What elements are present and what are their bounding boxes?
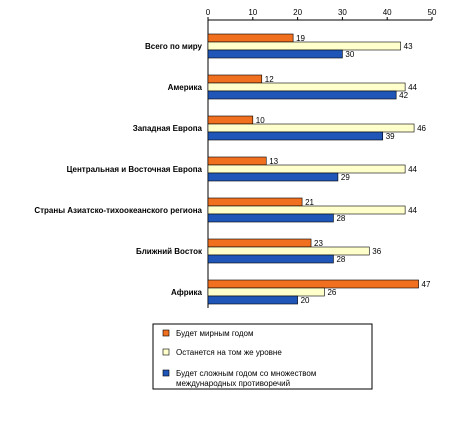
bar <box>207 287 325 297</box>
x-tick-label: 10 <box>248 8 257 17</box>
data-label: 44 <box>408 165 417 174</box>
legend-swatch <box>162 329 170 337</box>
data-label: 30 <box>345 50 354 59</box>
category-label: Страны Азиатско-тихоокеанского региона <box>34 206 202 215</box>
bar <box>207 41 401 51</box>
bar <box>207 115 254 125</box>
bar <box>207 254 334 264</box>
category-label: Западная Европа <box>133 124 203 133</box>
category-label: Центральная и Восточная Европа <box>67 165 203 174</box>
bar <box>207 156 267 166</box>
data-label: 46 <box>417 124 426 133</box>
data-label: 36 <box>372 247 381 256</box>
bar <box>207 82 406 92</box>
data-label: 39 <box>386 132 395 141</box>
bar <box>207 279 419 289</box>
legend: Будет мирным годом Останется на том же ур… <box>152 323 373 390</box>
data-label: 23 <box>314 239 323 248</box>
legend-label: международных противоречий <box>176 379 290 388</box>
x-tick-label: 0 <box>206 8 211 17</box>
bar <box>207 172 339 182</box>
data-label: 44 <box>408 83 417 92</box>
bar <box>207 238 312 248</box>
data-label: 20 <box>301 296 310 305</box>
legend-label: Будет сложным годом со множеством <box>176 369 316 378</box>
category-label: Америка <box>168 83 203 92</box>
category-label: Всего по миру <box>145 42 203 51</box>
x-tick-label: 30 <box>338 8 347 17</box>
data-label: 28 <box>336 214 345 223</box>
data-label: 10 <box>256 116 265 125</box>
data-label: 19 <box>296 34 305 43</box>
category-labels: Всего по миру Америка Западная Европа Центр… <box>34 42 203 297</box>
bar <box>207 213 334 223</box>
bar <box>207 90 397 100</box>
category-label: Африка <box>171 288 203 297</box>
legend-label: Будет мирным годом <box>176 329 254 338</box>
data-label: 42 <box>399 91 408 100</box>
x-tick-label: 20 <box>293 8 302 17</box>
bar <box>207 33 294 43</box>
legend-swatch <box>162 369 170 377</box>
bar <box>207 246 370 256</box>
bar <box>207 74 263 84</box>
bars: 1943301244421046391344292144282336284726… <box>207 33 431 305</box>
data-label: 43 <box>404 42 413 51</box>
bar <box>207 197 303 207</box>
bar <box>207 205 406 215</box>
legend-swatch <box>162 348 170 356</box>
x-tick-label: 40 <box>383 8 392 17</box>
data-label: 28 <box>336 255 345 264</box>
data-label: 12 <box>265 75 274 84</box>
data-label: 44 <box>408 206 417 215</box>
bar <box>207 123 415 133</box>
data-label: 13 <box>269 157 278 166</box>
category-label: Ближний Восток <box>136 247 203 256</box>
legend-box <box>152 323 373 390</box>
bar <box>207 295 298 305</box>
bar <box>207 49 343 59</box>
x-tick-label: 50 <box>428 8 437 17</box>
data-label: 29 <box>341 173 350 182</box>
data-label: 26 <box>327 288 336 297</box>
bar <box>207 164 406 174</box>
bar <box>207 131 384 141</box>
data-label: 21 <box>305 198 314 207</box>
legend-label: Останется на том же уровне <box>176 348 282 357</box>
data-label: 47 <box>422 280 431 289</box>
